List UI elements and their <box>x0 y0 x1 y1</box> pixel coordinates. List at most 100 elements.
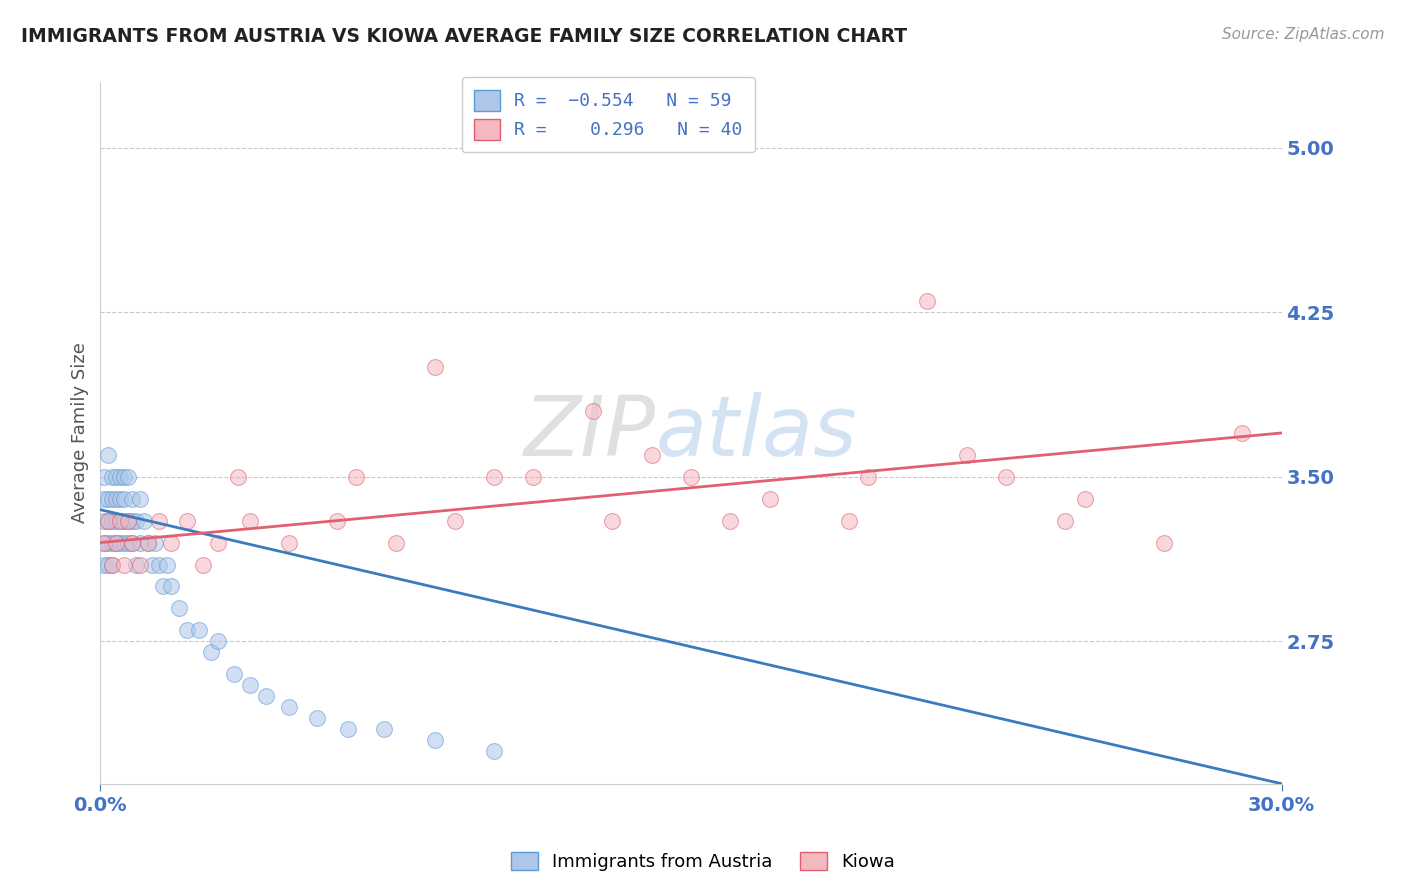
Point <box>136 535 159 549</box>
Point <box>226 470 249 484</box>
Point <box>121 491 143 506</box>
Point <box>325 514 347 528</box>
Text: IMMIGRANTS FROM AUSTRIA VS KIOWA AVERAGE FAMILY SIZE CORRELATION CHART: IMMIGRANTS FROM AUSTRIA VS KIOWA AVERAGE… <box>21 27 907 45</box>
Point <box>101 558 124 572</box>
Point <box>93 514 115 528</box>
Point <box>128 558 150 572</box>
Point <box>856 470 879 484</box>
Point <box>482 470 505 484</box>
Point <box>125 514 148 528</box>
Point <box>112 514 135 528</box>
Point <box>93 535 115 549</box>
Point <box>176 624 198 638</box>
Point <box>108 491 131 506</box>
Point <box>191 558 214 572</box>
Text: ZIP: ZIP <box>523 392 655 474</box>
Point <box>93 558 115 572</box>
Point <box>121 535 143 549</box>
Point <box>112 558 135 572</box>
Text: Source: ZipAtlas.com: Source: ZipAtlas.com <box>1222 27 1385 42</box>
Point <box>148 558 170 572</box>
Point <box>108 514 131 528</box>
Point <box>108 470 131 484</box>
Point <box>152 579 174 593</box>
Point <box>97 535 120 549</box>
Legend: Immigrants from Austria, Kiowa: Immigrants from Austria, Kiowa <box>503 845 903 879</box>
Point <box>156 558 179 572</box>
Point <box>141 558 163 572</box>
Point <box>837 514 859 528</box>
Point <box>97 514 120 528</box>
Point <box>97 514 120 528</box>
Point <box>132 514 155 528</box>
Point <box>679 470 702 484</box>
Point <box>101 558 124 572</box>
Point <box>384 535 406 549</box>
Point <box>93 491 115 506</box>
Point <box>1054 514 1077 528</box>
Point <box>278 700 301 714</box>
Point <box>956 448 979 462</box>
Point <box>97 448 120 462</box>
Point <box>93 535 115 549</box>
Point <box>108 535 131 549</box>
Y-axis label: Average Family Size: Average Family Size <box>72 343 89 524</box>
Point <box>254 689 277 703</box>
Point <box>93 470 115 484</box>
Point <box>128 491 150 506</box>
Point <box>337 722 360 736</box>
Point <box>600 514 623 528</box>
Point <box>167 601 190 615</box>
Point <box>117 514 139 528</box>
Point <box>640 448 662 462</box>
Point <box>108 514 131 528</box>
Point <box>443 514 465 528</box>
Text: atlas: atlas <box>655 392 858 474</box>
Point <box>482 744 505 758</box>
Point <box>117 514 139 528</box>
Point <box>105 491 128 506</box>
Point <box>917 294 939 309</box>
Point <box>522 470 544 484</box>
Legend: R =  −0.554   N = 59, R =    0.296   N = 40: R = −0.554 N = 59, R = 0.296 N = 40 <box>461 77 755 153</box>
Point <box>105 514 128 528</box>
Point <box>105 470 128 484</box>
Point <box>239 678 262 692</box>
Point <box>105 535 128 549</box>
Point <box>97 491 120 506</box>
Point <box>148 514 170 528</box>
Point <box>101 535 124 549</box>
Point <box>207 535 229 549</box>
Point <box>112 491 135 506</box>
Point <box>1153 535 1175 549</box>
Point <box>581 404 603 418</box>
Point <box>101 491 124 506</box>
Point <box>995 470 1018 484</box>
Point <box>160 579 183 593</box>
Point <box>176 514 198 528</box>
Point <box>1074 491 1097 506</box>
Point <box>187 624 209 638</box>
Point <box>112 470 135 484</box>
Point <box>117 535 139 549</box>
Point <box>112 535 135 549</box>
Point <box>718 514 741 528</box>
Point <box>200 645 222 659</box>
Point <box>207 634 229 648</box>
Point <box>305 711 328 725</box>
Point <box>101 470 124 484</box>
Point <box>117 470 139 484</box>
Point <box>101 514 124 528</box>
Point <box>145 535 167 549</box>
Point <box>423 360 446 375</box>
Point <box>373 722 395 736</box>
Point <box>423 732 446 747</box>
Point <box>121 535 143 549</box>
Point <box>160 535 183 549</box>
Point <box>136 535 159 549</box>
Point <box>758 491 780 506</box>
Point <box>344 470 367 484</box>
Point <box>97 558 120 572</box>
Point <box>121 514 143 528</box>
Point <box>224 667 246 681</box>
